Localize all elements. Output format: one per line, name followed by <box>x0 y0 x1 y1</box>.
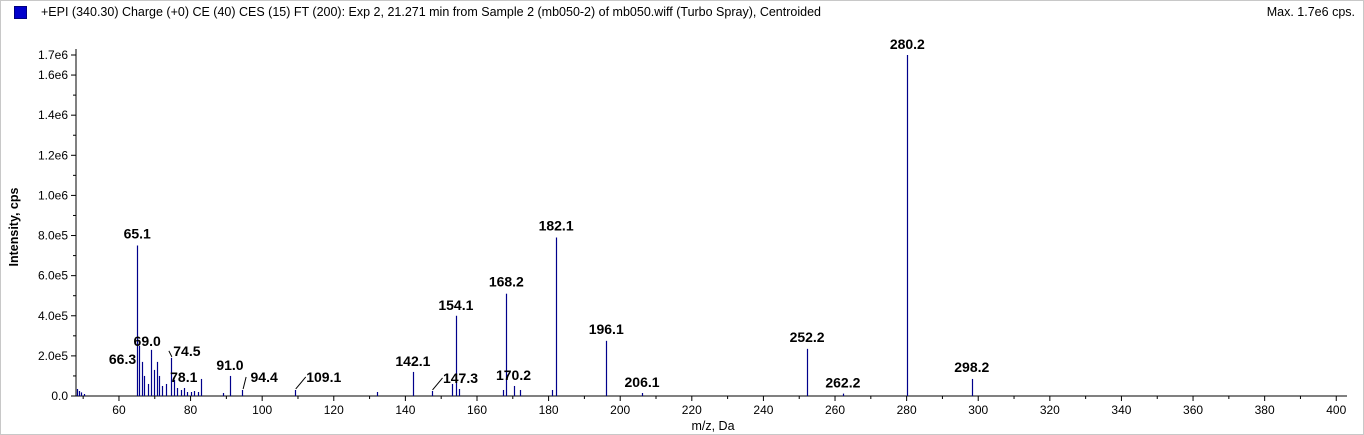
x-tick-label: 120 <box>324 403 344 417</box>
x-tick-label: 260 <box>825 403 845 417</box>
x-tick-label: 380 <box>1255 403 1275 417</box>
peak-label: 280.2 <box>890 36 925 52</box>
y-tick-label: 1.7e6 <box>38 48 68 62</box>
x-tick-label: 340 <box>1111 403 1131 417</box>
y-tick-label: 1.0e6 <box>38 188 68 202</box>
peak-bars <box>76 55 974 396</box>
y-tick-label: 1.4e6 <box>38 108 68 122</box>
x-tick-label: 140 <box>395 403 415 417</box>
x-tick-label: 320 <box>1040 403 1060 417</box>
peak-label: 66.3 <box>109 351 136 367</box>
peak-label: 154.1 <box>438 297 473 313</box>
peak-label: 94.4 <box>251 369 278 385</box>
x-tick-label: 220 <box>682 403 702 417</box>
peak-label: 69.0 <box>134 333 161 349</box>
peak-label: 142.1 <box>395 353 430 369</box>
x-tick-label: 80 <box>184 403 198 417</box>
peak-label: 170.2 <box>496 367 531 383</box>
peak-label: 78.1 <box>170 369 197 385</box>
x-tick-label: 100 <box>252 403 272 417</box>
peak-label: 206.1 <box>625 374 660 390</box>
x-tick-label: 180 <box>539 403 559 417</box>
y-tick-label: 6.0e5 <box>38 269 68 283</box>
peak-label: 252.2 <box>790 329 825 345</box>
peak-label: 262.2 <box>825 375 860 391</box>
x-tick-label: 160 <box>467 403 487 417</box>
legend-swatch <box>14 6 27 19</box>
y-tick-label: 4.0e5 <box>38 309 68 323</box>
x-tick-label: 400 <box>1326 403 1346 417</box>
spectrum-title: +EPI (340.30) Charge (+0) CE (40) CES (1… <box>41 5 821 19</box>
y-tick-label: 1.6e6 <box>38 68 68 82</box>
leader-line <box>168 350 173 358</box>
y-tick-label: 8.0e5 <box>38 229 68 243</box>
peak-label: 74.5 <box>173 343 200 359</box>
axes: 0.0 2.0e5 4.0e5 6.0e5 8.0e5 1.0e6 1.2e6 1.4e6 1.… <box>38 48 1347 417</box>
x-tick-label: 300 <box>968 403 988 417</box>
leader-line <box>242 376 247 390</box>
peak-label: 65.1 <box>124 226 151 242</box>
peak-label: 182.1 <box>539 218 574 234</box>
x-tick-label: 360 <box>1183 403 1203 417</box>
peak-label: 298.2 <box>954 359 989 375</box>
leader-line <box>432 377 443 391</box>
x-tick-label: 60 <box>112 403 126 417</box>
leader-line <box>295 376 307 390</box>
peak-label: 168.2 <box>489 274 524 290</box>
x-tick-label: 240 <box>753 403 773 417</box>
peak-label: 91.0 <box>216 357 243 373</box>
peak-label: 109.1 <box>306 369 341 385</box>
peak-label: 196.1 <box>589 321 624 337</box>
peak-label: 147.3 <box>443 370 478 386</box>
x-tick-label: 280 <box>897 403 917 417</box>
y-tick-label: 2.0e5 <box>38 349 68 363</box>
x-axis-label: m/z, Da <box>691 419 735 433</box>
x-tick-label: 200 <box>610 403 630 417</box>
peak-labels: 65.1 66.3 69.0 74.5 78.1 91.0 94.4 109.1 142.1 14… <box>109 36 990 391</box>
y-tick-label: 0.0 <box>51 389 68 403</box>
max-intensity-label: Max. 1.7e6 cps. <box>1266 5 1355 19</box>
y-tick-label: 1.2e6 <box>38 148 68 162</box>
